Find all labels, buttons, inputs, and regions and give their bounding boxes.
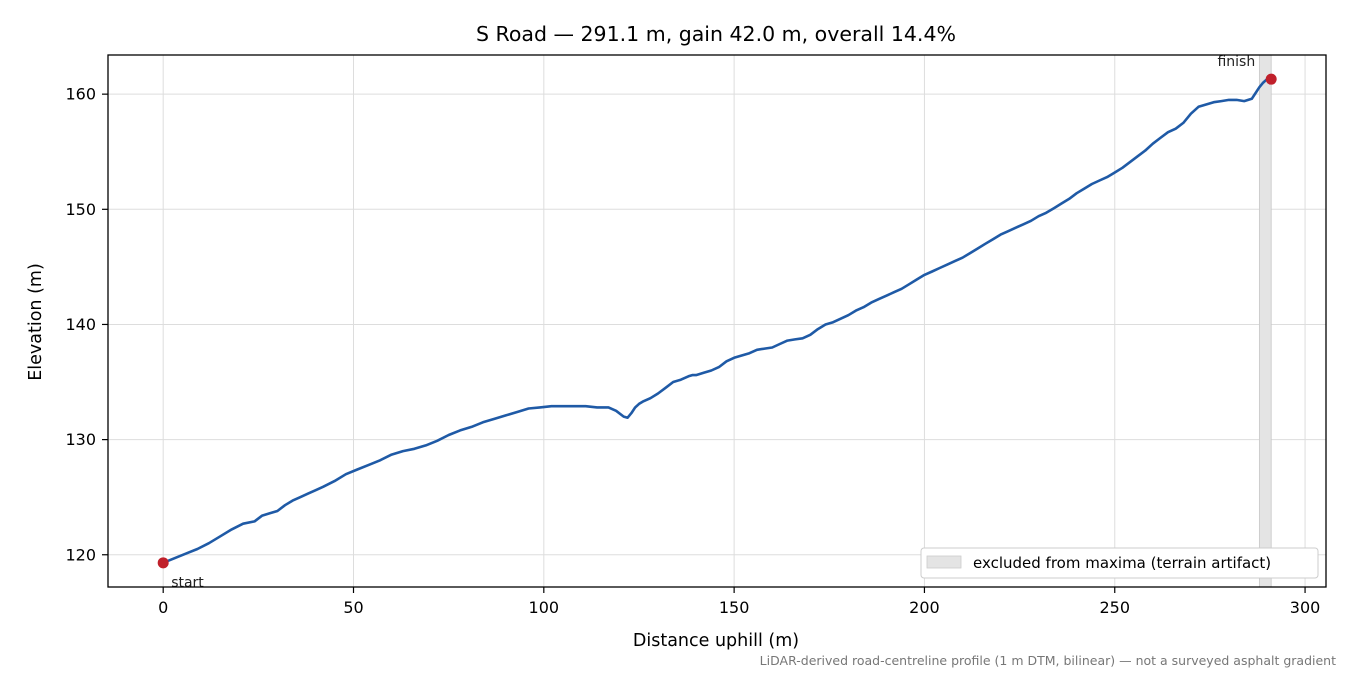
footnote: LiDAR-derived road-centreline profile (1… <box>760 653 1336 668</box>
start-marker <box>157 557 169 569</box>
legend-swatch <box>926 555 962 569</box>
x-tick-label: 150 <box>719 598 750 617</box>
y-tick-label: 150 <box>65 200 96 219</box>
x-tick-label: 50 <box>343 598 363 617</box>
finish-label: finish <box>1217 54 1255 70</box>
legend-box <box>920 547 1319 579</box>
elevation-line <box>161 77 1273 565</box>
y-tick-label: 120 <box>65 545 96 564</box>
y-tick-label: 160 <box>65 85 96 104</box>
series-line-layer <box>161 77 1273 565</box>
legend-label: excluded from maxima (terrain artifact) <box>973 554 1271 572</box>
x-tick-label: 0 <box>158 598 168 617</box>
point-markers-layer: start finish <box>157 54 1277 591</box>
excluded-span <box>1258 54 1272 588</box>
x-tick-label: 250 <box>1099 598 1130 617</box>
start-label: start <box>171 575 204 591</box>
grid-lines <box>108 55 1326 587</box>
x-tick-label: 200 <box>909 598 940 617</box>
y-tick-label: 140 <box>65 315 96 334</box>
chart-title: S Road — 291.1 m, gain 42.0 m, overall 1… <box>476 22 956 46</box>
axis-ticks: 0 50 100 150 200 250 300 120 130 140 150 160 <box>65 85 1320 617</box>
legend: excluded from maxima (terrain artifact) <box>920 547 1319 579</box>
y-tick-label: 130 <box>65 430 96 449</box>
x-tick-label: 300 <box>1290 598 1321 617</box>
plot-frame <box>107 54 1327 588</box>
finish-marker <box>1265 73 1277 85</box>
x-axis-title: Distance uphill (m) <box>633 631 799 651</box>
x-tick-label: 100 <box>529 598 560 617</box>
excluded-span-layer <box>1258 54 1272 588</box>
y-axis-title: Elevation (m) <box>26 263 46 381</box>
